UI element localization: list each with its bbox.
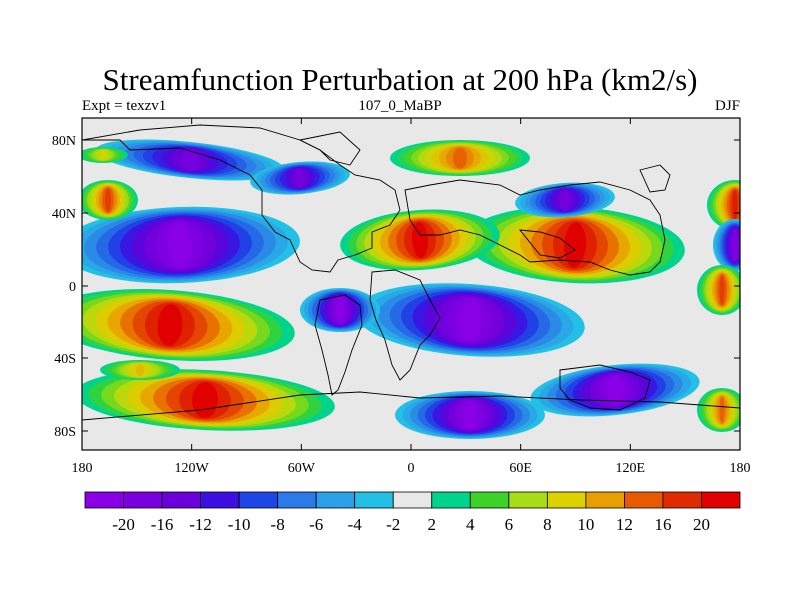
x-tick-label: 60W	[288, 461, 316, 476]
colorbar-label: 8	[543, 515, 552, 534]
contour-fill	[157, 304, 183, 346]
x-tick-label: 0	[408, 461, 415, 476]
colorbar-label: 2	[428, 515, 437, 534]
colorbar-label: 6	[505, 515, 514, 534]
y-tick-label: 40N	[52, 207, 76, 222]
x-tick-label: 120W	[175, 461, 210, 476]
contour-fill	[559, 189, 571, 211]
coastline	[559, 364, 651, 411]
contour-fill	[294, 168, 306, 188]
y-tick-label: 0	[69, 280, 76, 295]
contour-fill	[732, 190, 738, 220]
colorbar-swatch	[585, 491, 625, 509]
colorbar-swatch	[624, 491, 664, 509]
colorbar-swatch	[431, 491, 471, 509]
colorbar-label: -12	[189, 515, 212, 534]
contour-fill	[100, 150, 106, 160]
y-tick-label: 40S	[54, 352, 76, 367]
colorbar-label: 16	[654, 515, 671, 534]
contour-fill	[719, 396, 725, 424]
contour-fill	[191, 382, 219, 418]
x-tick-label: 120E	[616, 461, 646, 476]
map-title: Streamfunction Perturbation at 200 hPa (…	[102, 62, 698, 97]
colorbar-swatch	[84, 491, 124, 509]
x-tick-label: 180	[72, 461, 93, 476]
contour-fill	[136, 364, 144, 376]
map-plot-area	[82, 118, 740, 450]
colorbar-swatch	[469, 491, 510, 509]
colorbar-label: 20	[693, 515, 710, 534]
contour-fill	[167, 222, 193, 268]
contour-fill	[180, 149, 200, 171]
colorbar-swatch	[508, 491, 548, 509]
colorbar-label: 10	[577, 515, 594, 534]
colorbar-label: -10	[228, 515, 251, 534]
x-tick-label: 60E	[509, 461, 532, 476]
coastline	[404, 179, 666, 276]
colorbar-label: -20	[112, 515, 135, 534]
contour-fill	[453, 147, 467, 169]
contour-fill	[458, 298, 482, 342]
colorbar-swatch	[161, 491, 201, 509]
colorbar-swatch	[392, 491, 433, 509]
contour-fill	[411, 222, 429, 258]
colorbar-swatch	[200, 491, 240, 509]
contour-fill	[719, 275, 725, 305]
colorbar-label: 4	[466, 515, 475, 534]
coastline	[369, 269, 441, 381]
coastline	[298, 131, 361, 166]
colorbar-label: -4	[348, 515, 363, 534]
center-label: 107_0_MaBP	[358, 98, 442, 114]
colorbar-swatch	[315, 491, 356, 509]
colorbar-swatch	[662, 491, 702, 509]
coastline	[639, 164, 671, 193]
colorbar-swatch	[277, 491, 317, 509]
contour-fill	[336, 296, 344, 324]
colorbar-swatch	[354, 491, 394, 509]
contour-fill	[732, 229, 738, 261]
coastline	[518, 229, 576, 259]
contour-fill	[462, 400, 478, 430]
experiment-label: Expt = texzv1	[82, 98, 167, 114]
colorbar-swatch	[546, 491, 587, 509]
colorbar-label: -16	[151, 515, 174, 534]
colorbar-label: -6	[309, 515, 323, 534]
y-tick-label: 80S	[54, 425, 76, 440]
colorbar-swatch	[238, 491, 279, 509]
season-label: DJF	[714, 98, 740, 114]
colorbar-swatch	[123, 491, 163, 509]
coastline	[314, 294, 363, 396]
colorbar-label: -2	[386, 515, 400, 534]
contour-fill	[606, 375, 624, 405]
x-tick-label: 180	[730, 461, 751, 476]
colorbar-label: 12	[616, 515, 633, 534]
contour-fill	[563, 222, 587, 268]
coastline	[82, 391, 740, 450]
colorbar-swatch	[701, 491, 741, 509]
colorbar-label: -8	[271, 515, 285, 534]
contour-fill	[105, 188, 111, 212]
y-tick-label: 80N	[52, 134, 76, 149]
